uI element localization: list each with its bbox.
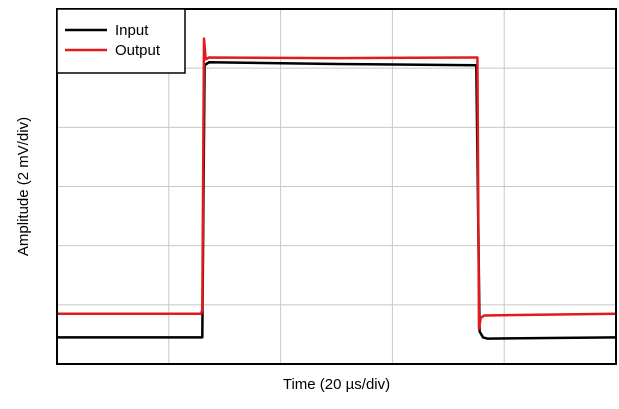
y-axis-label: Amplitude (2 mV/div) (15, 117, 32, 256)
series-layer (57, 37, 617, 340)
legend-label-output: Output (115, 42, 161, 59)
legend-box (56, 8, 186, 74)
legend-label-input: Input (115, 22, 149, 39)
legend: Input Output (56, 8, 186, 74)
plot-frame (56, 8, 617, 365)
x-axis-label: Time (20 µs/div) (283, 376, 390, 393)
series-line-output (57, 37, 617, 330)
series-line-input (57, 61, 617, 340)
